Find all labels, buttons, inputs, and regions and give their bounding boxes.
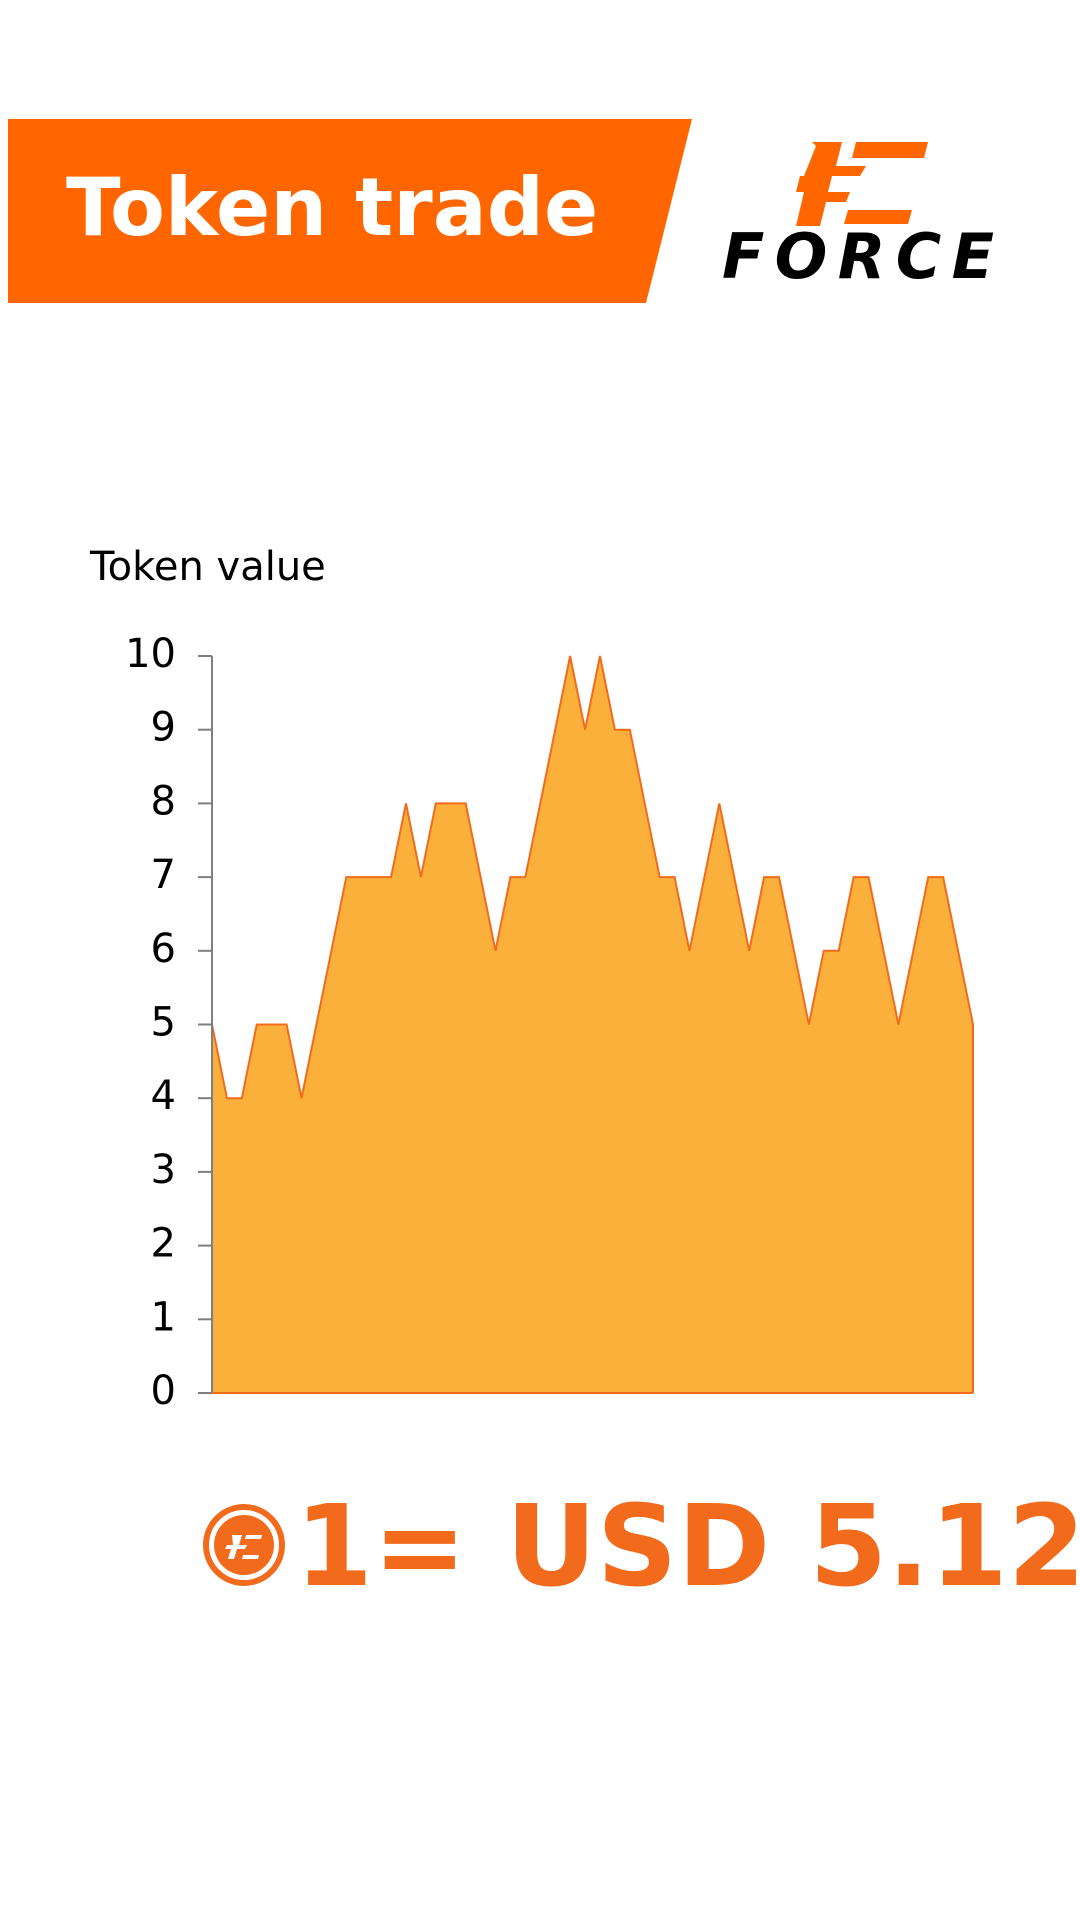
coin-icon: [203, 1504, 285, 1586]
logo-text: FORCE: [722, 220, 994, 293]
y-tick-label: 6: [151, 926, 176, 972]
y-tick-label: 2: [151, 1221, 176, 1267]
logo-mark: [852, 142, 928, 158]
title: Token trade: [66, 161, 598, 254]
y-tick-label: 0: [151, 1368, 176, 1414]
y-tick-label: 3: [151, 1147, 176, 1193]
logo: FORCE: [722, 142, 994, 293]
rate-display: 1= USD 5.12: [203, 1482, 1080, 1612]
area-line: [211, 655, 974, 1393]
y-tick-label: 8: [151, 778, 176, 824]
y-tick-label: 9: [151, 705, 176, 751]
y-tick-label: 10: [125, 631, 176, 677]
y-tick-label: 7: [151, 852, 176, 898]
y-tick-label: 5: [151, 1000, 176, 1046]
chart: 0 1 2 3 4 5 6 7 8 9 10: [125, 631, 974, 1414]
y-tick-label: 4: [151, 1073, 176, 1119]
y-tick-label: 1: [151, 1294, 176, 1340]
logo-mark: [796, 142, 866, 226]
rate-text: 1= USD 5.12: [295, 1482, 1080, 1612]
y-axis-label: Token value: [89, 544, 326, 590]
title-banner: [8, 119, 692, 303]
logo-mark: [844, 210, 912, 224]
coin-symbol: [225, 1535, 262, 1559]
area: [212, 656, 973, 1393]
